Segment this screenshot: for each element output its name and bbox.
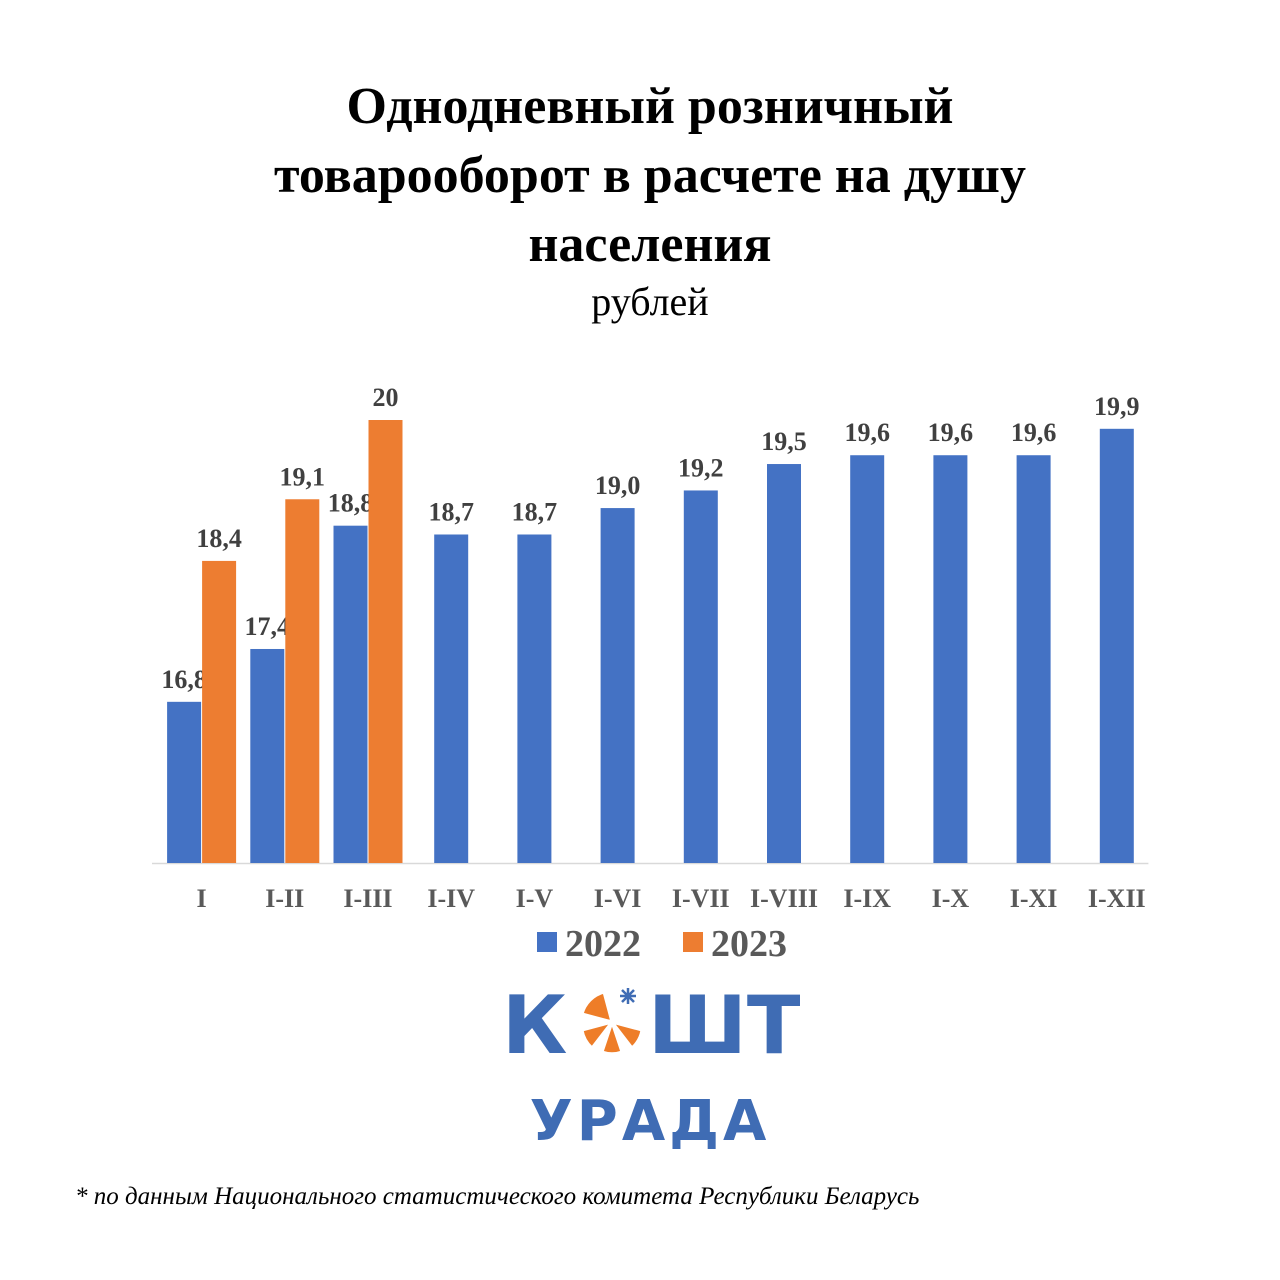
bar-2022-I-XI — [1016, 455, 1051, 863]
bar-2023-I — [202, 560, 237, 863]
data-label-2022-I-XI: 19,6 — [1011, 418, 1057, 447]
bar-2023-I-II — [285, 499, 320, 863]
data-label-2022-I-VI: 19,0 — [595, 471, 641, 500]
data-label-2022-I-VII: 19,2 — [678, 453, 724, 482]
snowflake-icon — [620, 988, 636, 1004]
data-label-2022-I-XII: 19,9 — [1094, 392, 1140, 421]
bar-2022-I-IV — [434, 534, 469, 863]
legend-label-2022: 2022 — [565, 923, 641, 965]
source-footnote: * по данным Национального статистическог… — [75, 1183, 920, 1210]
x-tick-label-I-V: I-V — [516, 884, 554, 913]
chart-title: Однодневный розничный товарооборот в рас… — [0, 72, 1280, 279]
x-tick-label-I-XII: I-XII — [1088, 884, 1146, 913]
x-tick-label-I-X: I-X — [932, 884, 970, 913]
bar-chart: 16,8 18,4 I 17,4 19,1 I-II 18,8 20 I-III 18,7 I-IV… — [152, 383, 1149, 965]
x-tick-label-I-VII: I-VII — [672, 884, 730, 913]
chart-subtitle: рублей — [591, 279, 709, 324]
data-label-2023-I-III: 20 — [373, 383, 399, 412]
logo-word-urada: УРАДА — [530, 1089, 771, 1150]
bar-2022-I-III — [333, 525, 368, 863]
data-label-2022-I-II: 17,4 — [245, 612, 291, 641]
bar-2022-I-IX — [850, 455, 885, 863]
bar-2022-I-V — [517, 534, 552, 863]
chart-title-line-2: товарооборот в расчете на душу — [274, 147, 1026, 204]
bar-2022-I-VIII — [767, 464, 801, 863]
bar-2022-I-XII — [1099, 428, 1134, 863]
data-label-2022-I-VIII: 19,5 — [761, 427, 807, 456]
chart-title-line-1: Однодневный розничный — [346, 78, 954, 135]
x-tick-label-I-II: I-II — [265, 884, 304, 913]
data-label-2022-I-III: 18,8 — [328, 489, 374, 518]
kosht-urada-logo: К ШТ УРАДА — [502, 980, 800, 1150]
x-tick-label-I-IV: I-IV — [427, 884, 475, 913]
bar-2023-I-III — [368, 420, 403, 863]
legend-label-2023: 2023 — [711, 923, 787, 965]
x-tick-label-I-IX: I-IX — [843, 884, 891, 913]
x-tick-label-I-XI: I-XI — [1010, 884, 1058, 913]
x-tick-label-I-VIII: I-VIII — [750, 884, 818, 913]
bar-2022-I-VII — [683, 490, 718, 863]
data-label-2022-I: 16,8 — [161, 665, 207, 694]
x-tick-label-I: I — [197, 884, 207, 913]
logo-letters-sht: ШТ — [648, 980, 800, 1072]
data-label-2022-I-IX: 19,6 — [844, 418, 890, 447]
data-label-2022-I-X: 19,6 — [928, 418, 974, 447]
x-tick-label-I-VI: I-VI — [594, 884, 642, 913]
bar-2022-I-VI — [600, 508, 635, 863]
chart-title-line-3: населения — [528, 216, 772, 273]
legend-swatch-2023 — [683, 932, 703, 952]
data-label-2022-I-IV: 18,7 — [428, 497, 474, 526]
legend-swatch-2022 — [537, 932, 557, 952]
x-tick-label-I-III: I-III — [343, 884, 392, 913]
data-label-2022-I-V: 18,7 — [512, 497, 558, 526]
bar-2022-I-II — [250, 648, 285, 863]
data-label-2023-I-II: 19,1 — [280, 462, 326, 491]
logo-orange-slice-icon — [580, 988, 644, 1056]
bar-2022-I-X — [933, 455, 968, 863]
logo-letter-k: К — [502, 980, 567, 1072]
data-label-2023-I: 18,4 — [196, 524, 242, 553]
bar-2022-I — [167, 701, 202, 863]
